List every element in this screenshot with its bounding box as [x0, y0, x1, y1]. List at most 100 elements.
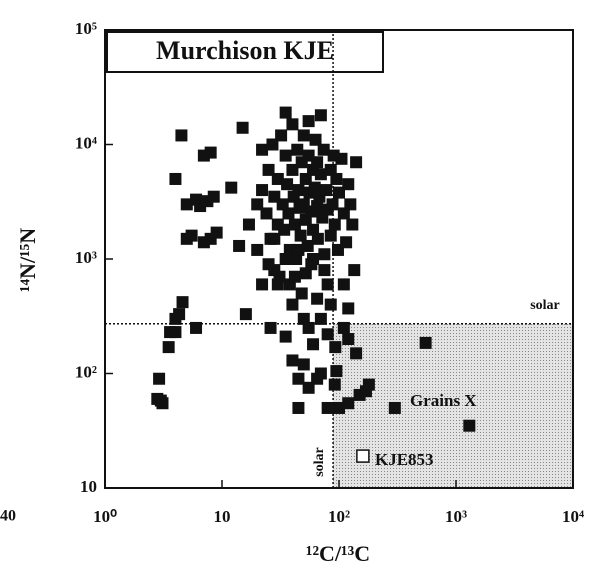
- point: [311, 232, 324, 245]
- point: [324, 229, 337, 242]
- point: [256, 143, 269, 156]
- point: [275, 129, 288, 142]
- point: [301, 239, 314, 252]
- point: [324, 298, 337, 311]
- point: [242, 218, 255, 231]
- point: [268, 232, 281, 245]
- point: [299, 267, 312, 280]
- point: [251, 243, 264, 256]
- point: [311, 372, 324, 385]
- x-tick-label: 10: [214, 507, 231, 526]
- point: [180, 232, 193, 245]
- point: [173, 308, 186, 321]
- point: [292, 243, 305, 256]
- point: [291, 143, 304, 156]
- point: [333, 401, 345, 414]
- point: [317, 143, 330, 156]
- point: [342, 302, 355, 315]
- point: [463, 419, 476, 432]
- point: [328, 218, 341, 231]
- point: [311, 156, 324, 169]
- point: [337, 321, 350, 334]
- y-axis-label: ¹⁴N/¹⁵N: [15, 228, 40, 292]
- point: [388, 401, 401, 414]
- point: [286, 118, 299, 131]
- point: [307, 338, 320, 351]
- point: [264, 321, 277, 334]
- point: [337, 207, 350, 220]
- point: [169, 172, 182, 185]
- point: [311, 292, 324, 305]
- y-tick-label: 10⁴: [75, 133, 97, 152]
- x-tick-label: 10²: [328, 507, 350, 526]
- point: [348, 264, 361, 277]
- point: [290, 253, 303, 265]
- point: [262, 258, 275, 271]
- point: [279, 330, 292, 343]
- point: [344, 198, 357, 211]
- point: [321, 328, 334, 341]
- point: [307, 223, 320, 236]
- point: [282, 207, 295, 220]
- legend-label: KJE853: [375, 450, 434, 469]
- point: [279, 106, 292, 119]
- point: [210, 226, 223, 239]
- point: [288, 218, 301, 231]
- point: [297, 358, 310, 371]
- point: [362, 378, 375, 391]
- solar-y-label: solar: [530, 298, 560, 313]
- point: [276, 198, 289, 211]
- y-tick-label: 10⁵: [75, 19, 97, 38]
- point: [180, 198, 193, 211]
- point: [169, 326, 182, 339]
- point: [314, 168, 327, 181]
- point: [162, 341, 175, 354]
- point: [340, 236, 353, 249]
- point: [326, 198, 339, 211]
- point: [295, 287, 308, 300]
- point: [330, 172, 343, 185]
- point: [236, 121, 249, 134]
- point: [324, 163, 337, 176]
- point: [204, 146, 217, 159]
- point: [256, 184, 269, 197]
- x-tick-label: 10³: [445, 507, 467, 526]
- point: [330, 365, 343, 378]
- point: [302, 115, 315, 128]
- point: [333, 186, 345, 199]
- point: [346, 218, 359, 231]
- point: [308, 181, 321, 194]
- point: [286, 163, 299, 176]
- x-axis-label: ¹²C/¹³C: [306, 541, 370, 566]
- point: [279, 149, 292, 162]
- point: [225, 181, 238, 194]
- point: [302, 321, 315, 334]
- point: [314, 109, 327, 122]
- x-tick-label: 10⁴: [562, 507, 584, 526]
- point: [239, 308, 252, 321]
- point: [321, 278, 334, 291]
- point: [297, 312, 310, 325]
- annotation: Grains X: [410, 391, 477, 410]
- point: [262, 163, 275, 176]
- point: [350, 156, 363, 169]
- point: [356, 449, 370, 463]
- point: [294, 229, 307, 242]
- point: [302, 381, 315, 394]
- point: [286, 298, 299, 311]
- point: [419, 336, 432, 349]
- point: [342, 178, 355, 191]
- point: [256, 278, 269, 291]
- point: [176, 296, 189, 309]
- point: [311, 200, 324, 213]
- point: [342, 333, 355, 346]
- x-tick-label: 10⁰: [93, 507, 117, 526]
- point: [328, 378, 341, 391]
- y-tick-label: 10²: [75, 362, 97, 381]
- point: [297, 129, 310, 142]
- point: [292, 184, 305, 197]
- point: [281, 178, 294, 191]
- point: [278, 223, 291, 236]
- point: [271, 278, 284, 291]
